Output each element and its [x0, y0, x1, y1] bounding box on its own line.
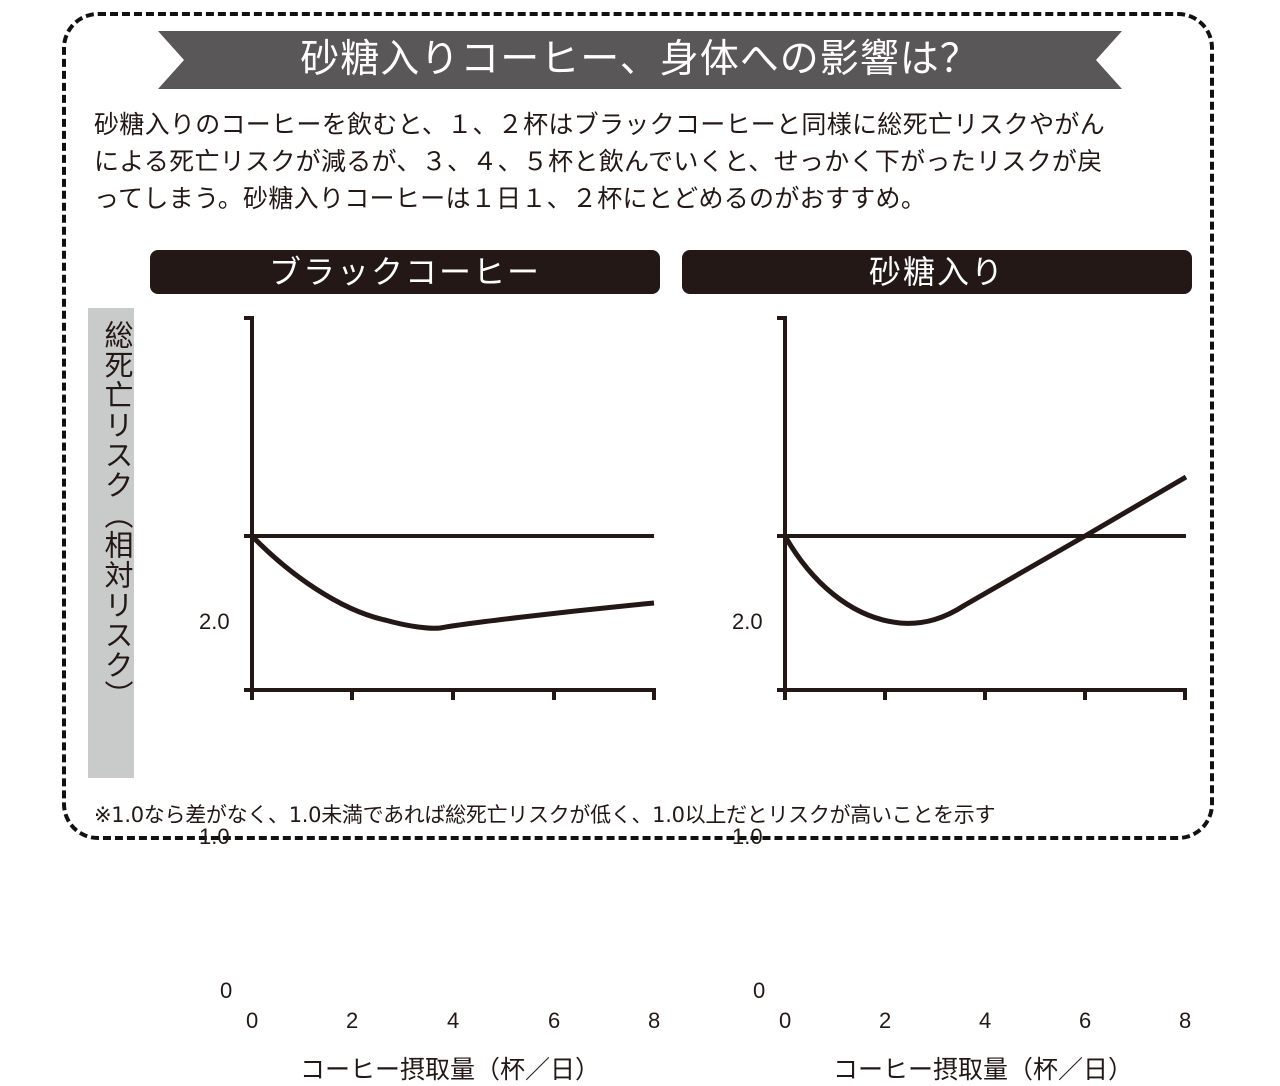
footnote: ※1.0なら差がなく、1.0未満であれば総死亡リスクが低く、1.0以上だとリスク… — [94, 803, 996, 827]
page-title: 砂糖入りコーヒー、身体への影響は？ — [300, 37, 980, 82]
lead-line: 砂糖入りのコーヒーを飲むと、１、２杯はブラックコーヒーと同様に総死亡リスクやがん — [94, 110, 1106, 139]
panel-title-sugar: 砂糖入り — [682, 250, 1192, 294]
ribbon-shape — [158, 31, 1122, 89]
x-axis-label: コーヒー摂取量（杯／日） — [833, 1055, 1134, 1084]
y-axis-label-text: 総死亡リスク（相対リスク） — [100, 320, 134, 710]
x-tick-label: 4 — [979, 1008, 992, 1033]
x-tick-label: 0 — [246, 1008, 259, 1033]
x-axis-label: コーヒー摂取量（杯／日） — [300, 1055, 601, 1084]
y-tick-label: 0 — [753, 978, 766, 1003]
lead-paragraph: 砂糖入りのコーヒーを飲むと、１、２杯はブラックコーヒーと同様に総死亡リスクやがん… — [94, 106, 1194, 217]
y-tick-label: 2.0 — [732, 609, 763, 634]
y-axis-label: 総死亡リスク（相対リスク） — [88, 308, 134, 778]
title-banner: 砂糖入りコーヒー、身体への影響は？ — [158, 31, 1122, 89]
x-tick-label: 6 — [1079, 1008, 1092, 1033]
chart-sugar-coffee: 2.0 1.0 0 0 2 4 6 8 コーヒー摂取量（杯／日） — [0, 300, 1280, 1084]
panel-title-black: ブラックコーヒー — [150, 250, 660, 294]
x-tick-label: 8 — [1179, 1008, 1192, 1033]
x-tick-label: 6 — [548, 1008, 561, 1033]
x-tick-label: 2 — [879, 1008, 892, 1033]
dashed-frame — [62, 12, 1214, 840]
y-tick-label: 0 — [220, 978, 233, 1003]
x-tick-label: 4 — [447, 1008, 460, 1033]
x-tick-label: 0 — [779, 1008, 792, 1033]
x-tick-label: 2 — [346, 1008, 359, 1033]
chart-sugar-svg — [777, 316, 1188, 700]
y-tick-label: 2.0 — [199, 609, 230, 634]
y-tick-label: 1.0 — [732, 824, 763, 849]
lead-line: による死亡リスクが減るが、３、４、５杯と飲んでいくと、せっかく下がったリスクが戻 — [94, 147, 1103, 176]
x-tick-label: 8 — [648, 1008, 661, 1033]
y-tick-label: 1.0 — [199, 824, 230, 849]
chart-black-svg — [244, 316, 656, 700]
lead-line: ってしまう。砂糖入りコーヒーは１日１、２杯にとどめるのがおすすめ。 — [94, 184, 927, 213]
curve-sugar-coffee — [782, 474, 1188, 626]
curve-black-coffee — [250, 534, 655, 631]
